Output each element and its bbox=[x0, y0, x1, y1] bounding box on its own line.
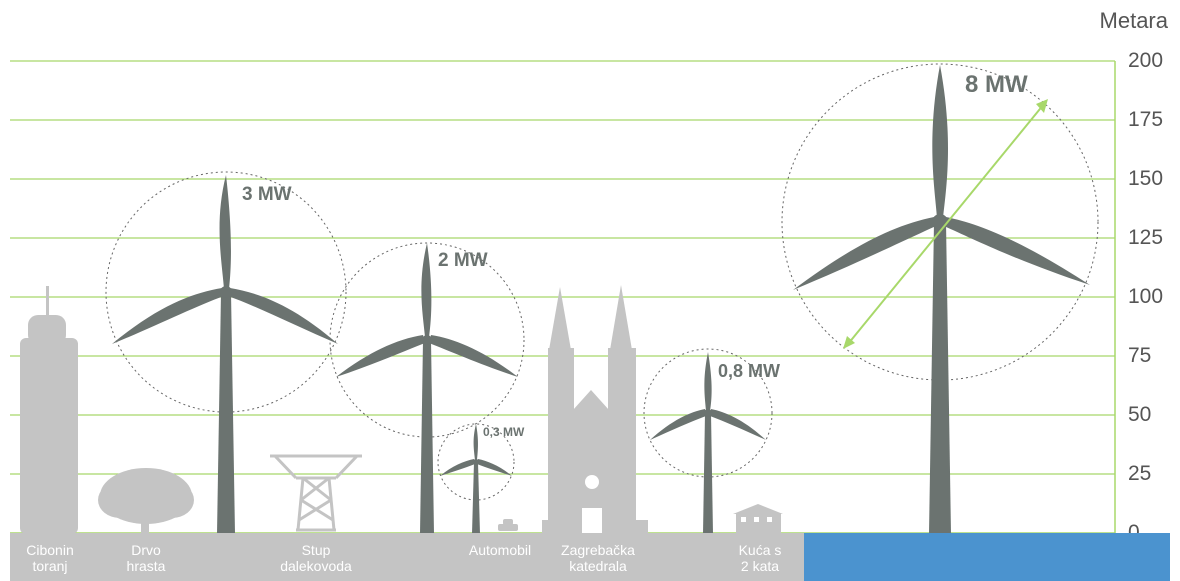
label-house: Kuća s 2 kata bbox=[722, 542, 798, 574]
label-line-2: katedrala bbox=[569, 558, 627, 574]
label-line-1: Zagrebačka bbox=[561, 542, 635, 558]
turbine-label-3mw: 3 MW bbox=[242, 184, 292, 205]
y-tick-label: 50 bbox=[1128, 403, 1152, 426]
house-silhouette bbox=[733, 504, 783, 533]
y-tick-label: 100 bbox=[1128, 285, 1164, 308]
y-tick-label: 0 bbox=[1128, 521, 1140, 545]
label-line-1: Automobil bbox=[468, 542, 532, 558]
cathedral-silhouette bbox=[542, 285, 648, 533]
y-tick-label: 75 bbox=[1128, 344, 1152, 367]
y-tick-label: 25 bbox=[1128, 462, 1152, 485]
turbine-label-8mw: 8 MW bbox=[965, 71, 1028, 98]
turbine-8mw bbox=[793, 65, 1090, 534]
turbine-label-03mw: 0,3 MW bbox=[483, 425, 525, 439]
label-line-2: dalekovoda bbox=[280, 558, 352, 574]
rotor-circle-8mw bbox=[781, 63, 1099, 381]
label-car: Automobil bbox=[452, 542, 548, 558]
y-tick-label: 200 bbox=[1128, 49, 1164, 72]
y-tick-label: 150 bbox=[1128, 167, 1164, 190]
label-cibona-tower: Cibonin toranj bbox=[14, 542, 86, 574]
rotor-circle-3mw bbox=[105, 171, 347, 413]
label-line-1: Stup bbox=[301, 542, 331, 558]
oak-tree-silhouette bbox=[98, 468, 194, 534]
label-line-2: 2 kata bbox=[740, 558, 780, 574]
rotor-circle-03mw bbox=[437, 423, 515, 501]
turbine-2mw bbox=[336, 243, 518, 534]
turbine-label-08mw: 0,8 MW bbox=[718, 361, 781, 381]
label-power-pylon: Stup dalekovoda bbox=[262, 542, 370, 574]
y-tick-label: 175 bbox=[1128, 108, 1164, 131]
turbine-3mw bbox=[112, 175, 338, 534]
label-cathedral: Zagrebačka katedrala bbox=[546, 542, 650, 574]
axis-unit-label: Metara bbox=[1099, 8, 1168, 33]
y-tick-label: 125 bbox=[1128, 226, 1164, 249]
label-line-1: Kuća s bbox=[738, 542, 782, 558]
car-silhouette bbox=[498, 519, 518, 531]
ground-strip bbox=[10, 533, 804, 581]
label-line-1: Drvo bbox=[131, 542, 161, 558]
label-line-2: toranj bbox=[32, 558, 68, 574]
label-line-1: Cibonin bbox=[26, 542, 74, 558]
turbine-label-2mw: 2 MW bbox=[438, 250, 488, 271]
power-pylon-silhouette bbox=[270, 454, 362, 532]
rotor-diameter-arrow bbox=[843, 99, 1048, 349]
turbine-08mw bbox=[650, 352, 766, 534]
turbine-03mw bbox=[440, 424, 512, 534]
label-oak-tree: Drvo hrasta bbox=[110, 542, 182, 574]
label-line-2: hrasta bbox=[126, 558, 166, 574]
sea-strip bbox=[804, 533, 1170, 581]
cibona-tower-silhouette bbox=[20, 286, 78, 534]
